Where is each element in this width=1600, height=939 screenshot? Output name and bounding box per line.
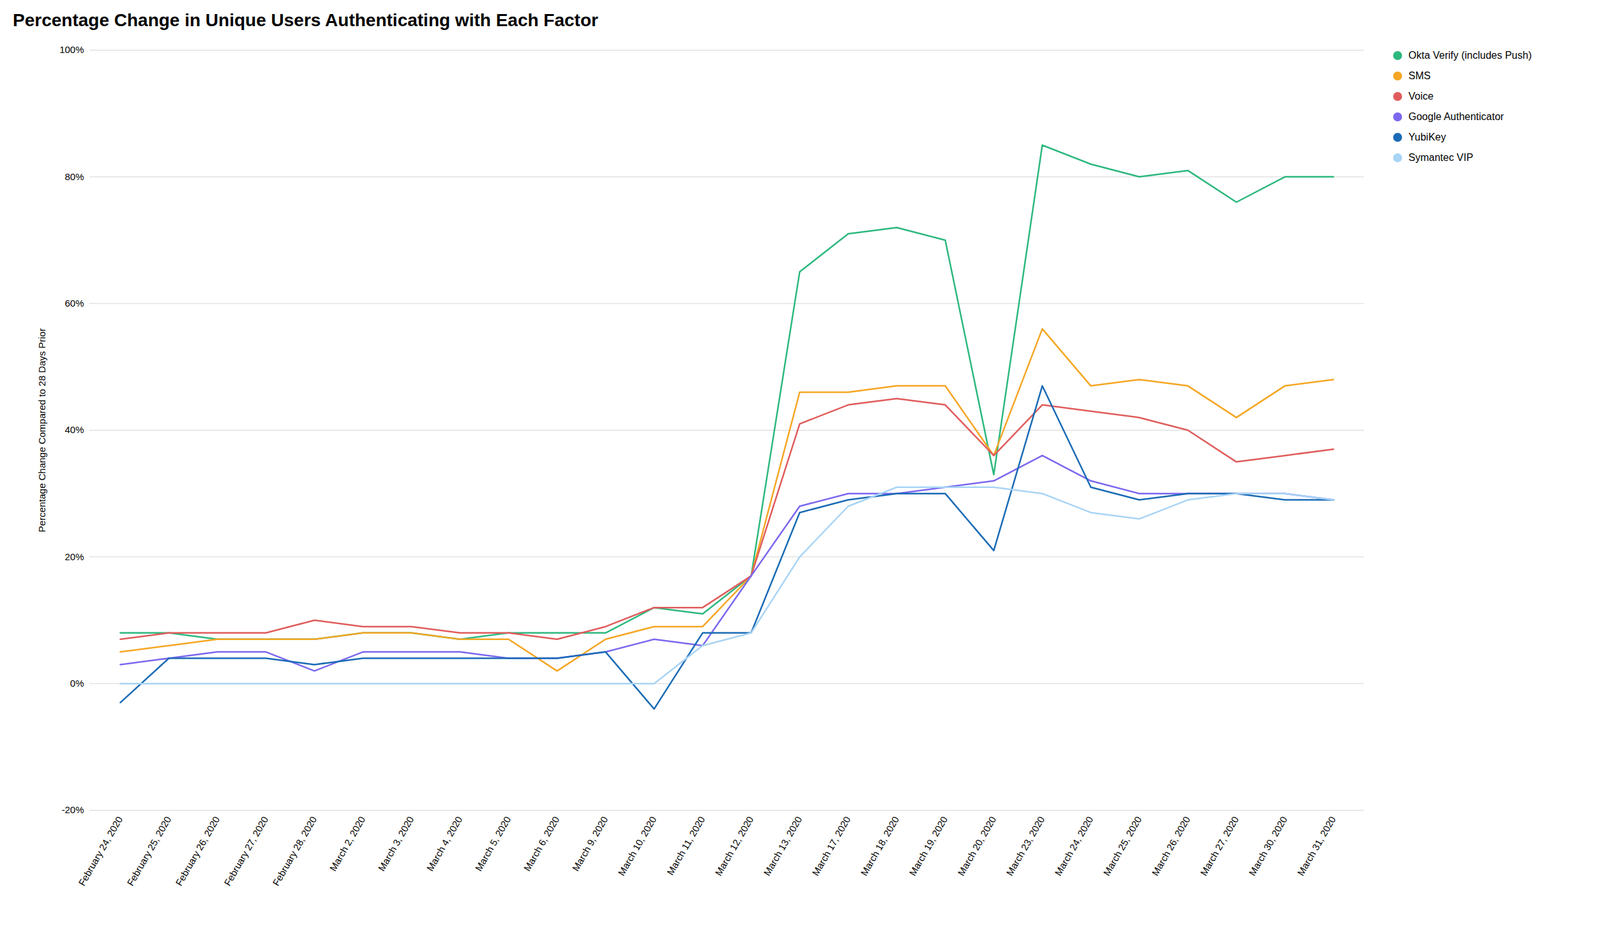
svg-text:100%: 100% bbox=[59, 44, 84, 55]
svg-text:February 28, 2020: February 28, 2020 bbox=[270, 814, 319, 888]
svg-text:80%: 80% bbox=[64, 171, 84, 182]
svg-text:February 27, 2020: February 27, 2020 bbox=[221, 814, 271, 888]
html-text:Okta Verify (includes Push): Okta Verify (includes Push) bbox=[1408, 49, 1532, 61]
html-text:Google Authenticator: Google Authenticator bbox=[1408, 111, 1504, 122]
svg-text:March 9, 2020: March 9, 2020 bbox=[570, 814, 611, 873]
svg-text:40%: 40% bbox=[64, 423, 84, 435]
html-text:SMS: SMS bbox=[1408, 70, 1431, 82]
svg-text:March 31, 2020: March 31, 2020 bbox=[1294, 814, 1338, 878]
svg-text:March 30, 2020: March 30, 2020 bbox=[1246, 814, 1290, 878]
svg-text:March 20, 2020: March 20, 2020 bbox=[955, 814, 998, 878]
html-text:YubiKey: YubiKey bbox=[1408, 131, 1446, 143]
html-text:Symantec VIP: Symantec VIP bbox=[1408, 151, 1474, 163]
svg-text:Percentage Change Compared to: Percentage Change Compared to 28 Days Pr… bbox=[36, 328, 48, 532]
svg-text:March 18, 2020: March 18, 2020 bbox=[858, 814, 901, 878]
svg-text:February 24, 2020: February 24, 2020 bbox=[75, 814, 125, 888]
svg-text:March 2, 2020: March 2, 2020 bbox=[327, 814, 368, 873]
svg-text:March 25, 2020: March 25, 2020 bbox=[1100, 814, 1144, 878]
svg-text:March 23, 2020: March 23, 2020 bbox=[1003, 814, 1047, 878]
svg-text:20%: 20% bbox=[64, 550, 84, 562]
svg-text:March 17, 2020: March 17, 2020 bbox=[809, 814, 853, 878]
svg-text:March 10, 2020: March 10, 2020 bbox=[615, 814, 659, 878]
svg-text:March 24, 2020: March 24, 2020 bbox=[1052, 814, 1095, 878]
svg-text:March 26, 2020: March 26, 2020 bbox=[1149, 814, 1193, 878]
svg-text:March 4, 2020: March 4, 2020 bbox=[424, 814, 465, 873]
svg-text:March 5, 2020: March 5, 2020 bbox=[473, 814, 514, 873]
html-text:Percentage Change in Unique Us: Percentage Change in Unique Users Authen… bbox=[12, 10, 599, 31]
svg-text:March 12, 2020: March 12, 2020 bbox=[712, 814, 756, 878]
svg-text:March 3, 2020: March 3, 2020 bbox=[376, 814, 417, 873]
svg-text:February 25, 2020: February 25, 2020 bbox=[124, 814, 174, 888]
svg-text:February 26, 2020: February 26, 2020 bbox=[173, 814, 222, 888]
html-text:Voice: Voice bbox=[1408, 90, 1434, 102]
svg-text:March 6, 2020: March 6, 2020 bbox=[521, 814, 562, 873]
svg-text:March 19, 2020: March 19, 2020 bbox=[906, 814, 950, 878]
svg-text:60%: 60% bbox=[64, 297, 84, 309]
svg-text:March 27, 2020: March 27, 2020 bbox=[1197, 814, 1241, 878]
svg-text:March 13, 2020: March 13, 2020 bbox=[761, 814, 804, 878]
svg-text:March 11, 2020: March 11, 2020 bbox=[664, 814, 707, 877]
svg-text:-20%: -20% bbox=[61, 803, 84, 815]
svg-text:0%: 0% bbox=[70, 677, 85, 689]
